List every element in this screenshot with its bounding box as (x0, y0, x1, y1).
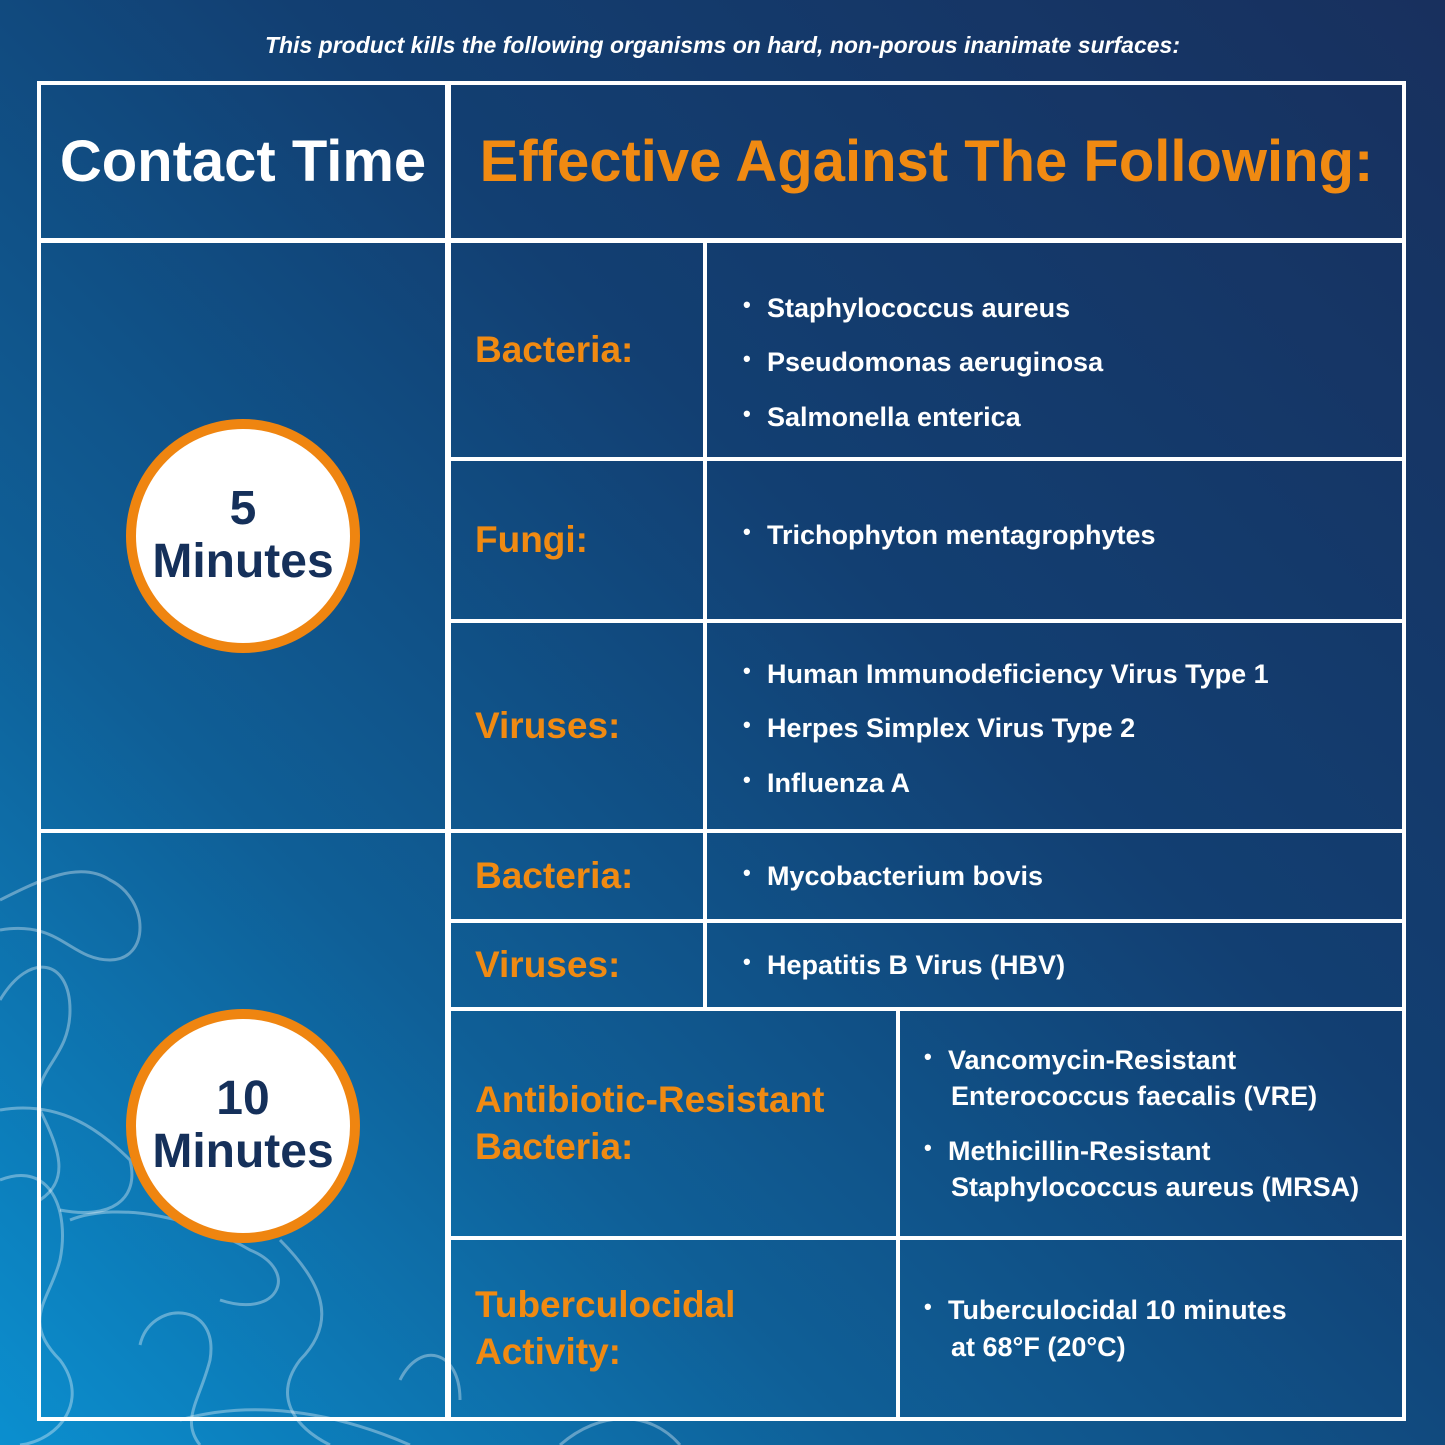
list-item-line: Tuberculocidal 10 minutes (948, 1295, 1287, 1326)
list-item: Pseudomonas aeruginosa (743, 344, 1402, 380)
list-item: Methicillin-Resistant Staphylococcus aur… (924, 1133, 1402, 1206)
time-cell-5-minutes: 5 Minutes (37, 239, 449, 833)
organism-list: Mycobacterium bovis (703, 829, 1406, 923)
category-viruses-10: Viruses: (447, 919, 707, 1011)
list-item: Mycobacterium bovis (743, 858, 1402, 894)
list-item-line: at 68°F (20°C) (951, 1331, 1126, 1362)
list-item: Staphylococcus aureus (743, 290, 1402, 326)
list-item: Trichophyton mentagrophytes (743, 517, 1402, 553)
time-unit: Minutes (152, 1125, 334, 1178)
category-bacteria-10: Bacteria: (447, 829, 707, 923)
category-label: Bacteria: (475, 328, 634, 370)
category-bacteria: Bacteria: (447, 239, 707, 461)
list-item-line: Enterococcus faecalis (VRE) (951, 1081, 1318, 1112)
organism-list: Vancomycin-Resistant Enterococcus faecal… (896, 1007, 1406, 1240)
time-number: 5 (229, 482, 257, 536)
category-label: Viruses: (475, 704, 621, 746)
organism-list: Hepatitis B Virus (HBV) (703, 919, 1406, 1011)
list-item: Tuberculocidal 10 minutes at 68°F (20°C) (924, 1292, 1402, 1365)
category-label: Viruses: (475, 943, 621, 985)
list-item-line: Staphylococcus aureus (MRSA) (951, 1171, 1360, 1202)
category-antibiotic-resistant-bacteria: Antibiotic-Resistant Bacteria: (447, 1007, 900, 1240)
category-label: Fungi: (475, 518, 589, 560)
category-label-line1: Tuberculocidal (475, 1284, 736, 1326)
list-item: Herpes Simplex Virus Type 2 (743, 710, 1402, 746)
time-badge-10-minutes: 10 Minutes (126, 1009, 360, 1243)
time-cell-10-minutes: 10 Minutes (37, 829, 449, 1421)
list-item: Hepatitis B Virus (HBV) (743, 947, 1402, 983)
category-tuberculocidal-activity: Tuberculocidal Activity: (447, 1236, 900, 1421)
category-label-line2: Bacteria: (475, 1125, 634, 1167)
list-item-line: Methicillin-Resistant (948, 1135, 1211, 1166)
list-item: Vancomycin-Resistant Enterococcus faecal… (924, 1042, 1402, 1115)
category-fungi: Fungi: (447, 457, 707, 623)
list-item: Influenza A (743, 765, 1402, 801)
organism-list: Trichophyton mentagrophytes (703, 457, 1406, 623)
list-item-line: Vancomycin-Resistant (948, 1044, 1237, 1075)
organism-list: Staphylococcus aureus Pseudomonas aerugi… (703, 239, 1406, 461)
list-item: Salmonella enterica (743, 399, 1402, 435)
contact-time-header: Contact Time (37, 81, 449, 243)
time-badge-5-minutes: 5 Minutes (126, 419, 360, 653)
effective-against-header: Effective Against The Following: (447, 81, 1406, 243)
category-viruses: Viruses: (447, 619, 707, 833)
category-label: Bacteria: (475, 854, 634, 896)
organism-list: Human Immunodeficiency Virus Type 1 Herp… (703, 619, 1406, 833)
top-note: This product kills the following organis… (265, 32, 1180, 58)
time-number: 10 (216, 1072, 270, 1126)
time-unit: Minutes (152, 535, 334, 588)
category-label-line2: Activity: (475, 1330, 621, 1372)
category-label-line1: Antibiotic-Resistant (475, 1079, 825, 1121)
list-item: Human Immunodeficiency Virus Type 1 (743, 656, 1402, 692)
organism-list: Tuberculocidal 10 minutes at 68°F (20°C) (896, 1236, 1406, 1421)
